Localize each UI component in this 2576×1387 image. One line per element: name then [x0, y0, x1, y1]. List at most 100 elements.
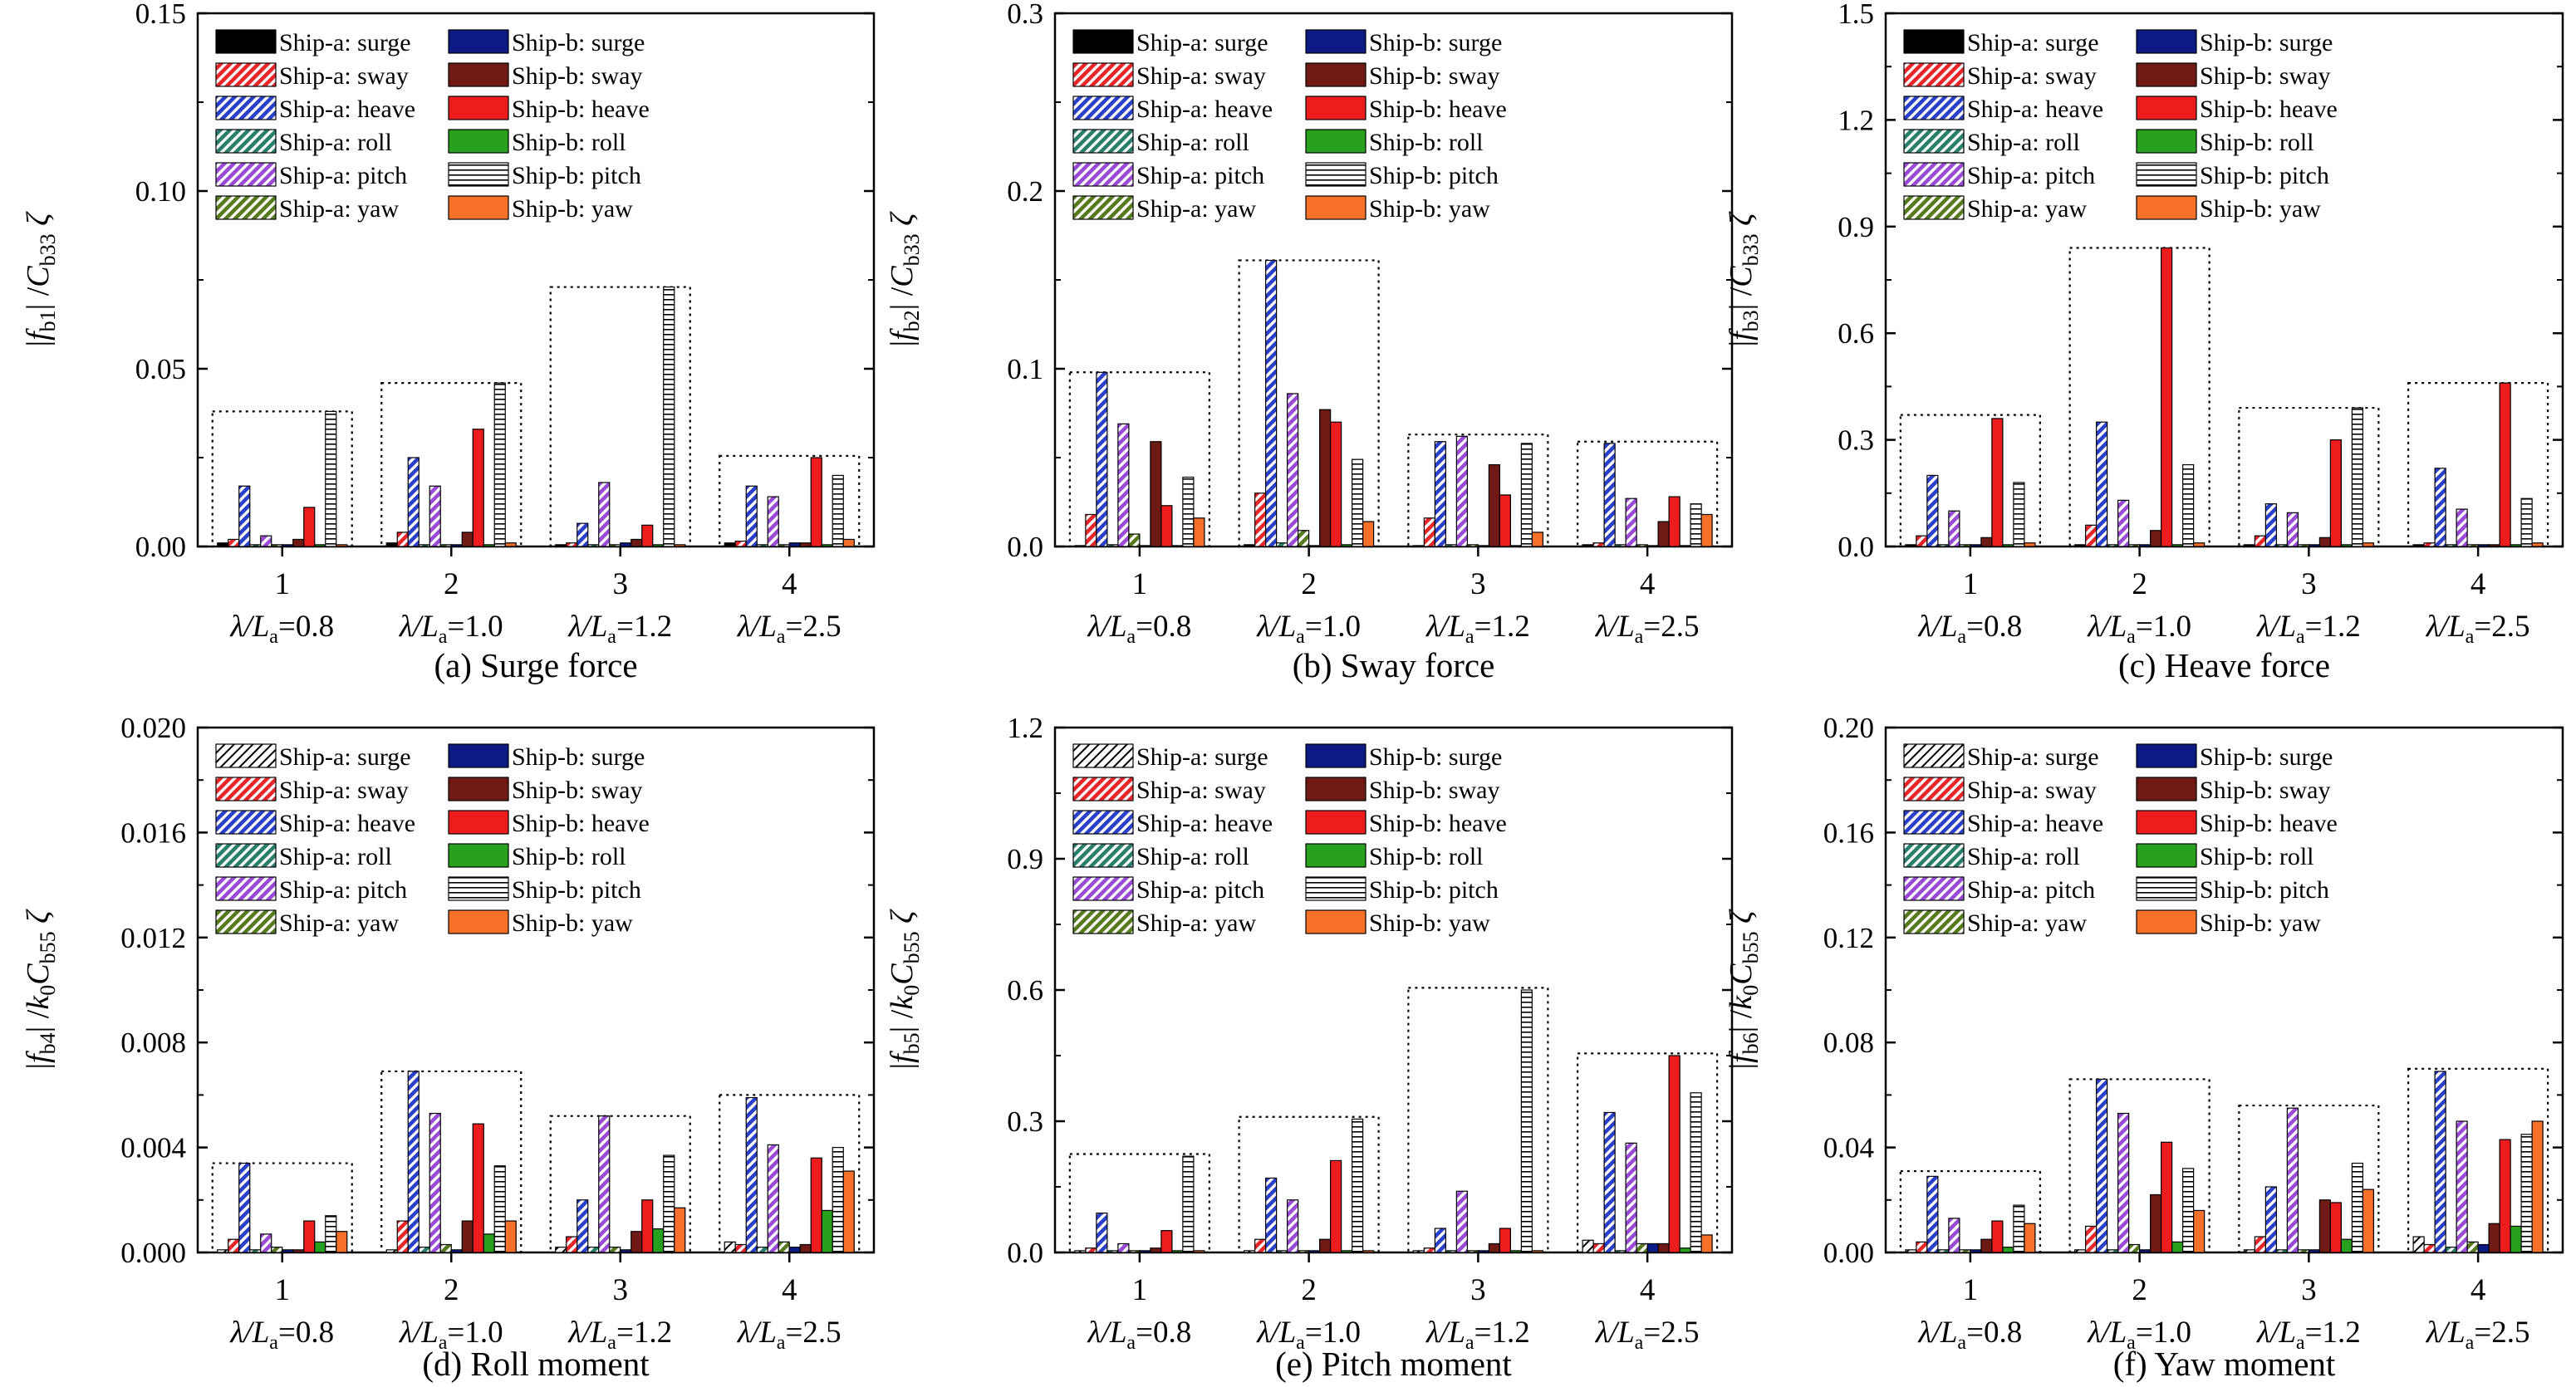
legend-swatch [215, 96, 277, 120]
bar-ship-b-yaw-1 [2024, 1223, 2036, 1253]
bar-ship-b-yaw-4 [842, 1170, 855, 1253]
legend-swatch [2136, 743, 2197, 768]
bar-ship-a-roll-4 [2445, 1247, 2457, 1253]
bar-ship-a-roll-3 [587, 1247, 600, 1253]
bar-ship-a-heave-2 [407, 457, 420, 547]
legend-swatch [448, 29, 509, 54]
bar-ship-b-roll-1 [2002, 1247, 2014, 1253]
legend-swatch [448, 843, 509, 868]
legend-swatch [1072, 909, 1134, 934]
bar-ship-a-heave-1 [1096, 371, 1108, 547]
bar-ship-a-surge-4 [724, 1241, 736, 1253]
legend-swatch [2136, 162, 2197, 187]
bar-ship-b-sway-4 [2488, 544, 2500, 547]
legend-swatch [448, 909, 509, 934]
bar-ship-b-sway-3 [631, 1231, 643, 1253]
x-ratio-label: λ/La=2.5 [737, 610, 841, 648]
legend-swatch [215, 743, 277, 768]
x-tick-label: 1 [275, 567, 291, 601]
bar-ship-b-yaw-3 [2362, 1189, 2374, 1253]
legend-swatch [1903, 96, 1965, 120]
legend-label: Ship-b: yaw [1369, 195, 1490, 223]
bar-ship-a-roll-3 [2275, 1249, 2288, 1253]
legend-swatch [215, 777, 277, 801]
x-ratio-label: λ/La=0.8 [229, 1316, 334, 1354]
bar-ship-b-sway-1 [292, 1249, 305, 1253]
bar-ship-b-heave-3 [1499, 1228, 1511, 1253]
bar-ship-a-sway-4 [2423, 1243, 2436, 1253]
bar-ship-a-surge-2 [1244, 1250, 1256, 1253]
legend-swatch [2136, 195, 2197, 220]
y-tick-label: 0.08 [1823, 1027, 1874, 1059]
y-tick-label: 0.16 [1823, 816, 1874, 849]
legend-swatch [448, 162, 509, 187]
bar-ship-a-roll-2 [2107, 1249, 2119, 1253]
bar-ship-b-roll-4 [1679, 1247, 1691, 1253]
y-tick-label: 1.2 [1007, 712, 1043, 744]
bar-ship-a-pitch-1 [1117, 423, 1130, 547]
bar-ship-a-sway-4 [2423, 542, 2436, 547]
bar-ship-a-yaw-2 [2128, 1243, 2141, 1253]
bar-ship-a-roll-3 [1445, 1250, 1457, 1253]
x-tick-label: 4 [2471, 567, 2486, 601]
bar-ship-a-pitch-3 [1455, 1190, 1468, 1253]
bar-ship-b-roll-1 [314, 1241, 326, 1253]
legend-label: Ship-a: heave [1136, 810, 1273, 837]
legend-swatch [2136, 810, 2197, 835]
bar-ship-a-surge-3 [1412, 1250, 1425, 1253]
legend-label: Ship-a: surge [1136, 743, 1268, 771]
bar-ship-b-roll-1 [314, 544, 326, 547]
bar-ship-b-surge-4 [788, 542, 801, 547]
bar-ship-b-yaw-2 [504, 542, 517, 547]
group-outline [211, 1162, 353, 1254]
legend-label: Ship-a: sway [279, 777, 409, 804]
bar-ship-a-roll-1 [249, 1249, 262, 1253]
bar-ship-a-yaw-1 [1959, 1249, 1971, 1253]
legend-label: Ship-b: surge [1369, 29, 1502, 56]
legend-swatch [2136, 843, 2197, 868]
legend-label: Ship-b: sway [512, 777, 643, 804]
bar-ship-b-sway-2 [2150, 1193, 2162, 1253]
legend-label: Ship-a: surge [1136, 29, 1268, 56]
bar-ship-a-roll-1 [1937, 1249, 1950, 1253]
legend-label: Ship-b: sway [1369, 62, 1500, 90]
bar-ship-a-sway-1 [228, 1238, 240, 1253]
legend-swatch [2136, 876, 2197, 901]
legend-label: Ship-a: roll [1136, 843, 1249, 870]
bar-ship-a-heave-4 [2434, 1071, 2446, 1253]
bar-ship-a-yaw-1 [1128, 533, 1141, 547]
x-ratio-label: λ/La=1.0 [1256, 1316, 1361, 1354]
bar-ship-a-sway-2 [2085, 524, 2098, 547]
bar-ship-a-roll-4 [756, 1247, 768, 1253]
y-axis-label: |fb4| /k0Cb55 ζ [21, 909, 60, 1070]
bar-ship-b-surge-1 [1970, 544, 1982, 547]
bar-ship-a-surge-4 [2412, 1236, 2425, 1253]
x-tick-label: 4 [1640, 567, 1656, 601]
bar-ship-b-heave-1 [1991, 418, 2004, 547]
legend-swatch [1305, 96, 1367, 120]
bar-ship-b-pitch-2 [493, 1165, 506, 1253]
bar-ship-a-heave-1 [1096, 1212, 1108, 1253]
legend-label: Ship-a: roll [1136, 129, 1249, 156]
legend-swatch [1305, 909, 1367, 934]
legend-swatch [448, 876, 509, 901]
legend-label: Ship-b: heave [2200, 810, 2338, 837]
bar-ship-a-sway-4 [734, 1243, 747, 1253]
bar-ship-a-yaw-3 [609, 1247, 621, 1253]
bar-ship-b-surge-1 [282, 1249, 294, 1253]
bar-ship-a-heave-2 [2096, 1078, 2108, 1253]
bar-ship-a-surge-4 [1582, 1239, 1594, 1253]
x-tick-label: 2 [444, 1273, 459, 1307]
legend-swatch [1072, 810, 1134, 835]
bar-ship-a-yaw-1 [1959, 544, 1971, 547]
bar-ship-b-heave-4 [810, 457, 822, 547]
x-ratio-label: λ/La=0.8 [1087, 610, 1192, 648]
bar-ship-b-surge-2 [1308, 1250, 1321, 1253]
bar-ship-b-yaw-3 [674, 1207, 686, 1253]
bar-ship-a-pitch-3 [598, 482, 611, 547]
bar-ship-a-pitch-4 [767, 1144, 779, 1253]
bar-ship-b-roll-2 [1341, 544, 1353, 547]
bar-ship-b-surge-4 [1646, 1242, 1659, 1253]
bar-ship-b-heave-2 [2161, 1141, 2173, 1253]
legend-swatch [1072, 777, 1134, 801]
